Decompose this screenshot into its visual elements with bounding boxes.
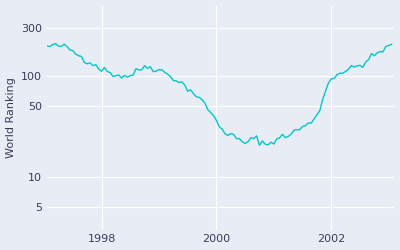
Y-axis label: World Ranking: World Ranking: [6, 77, 16, 158]
